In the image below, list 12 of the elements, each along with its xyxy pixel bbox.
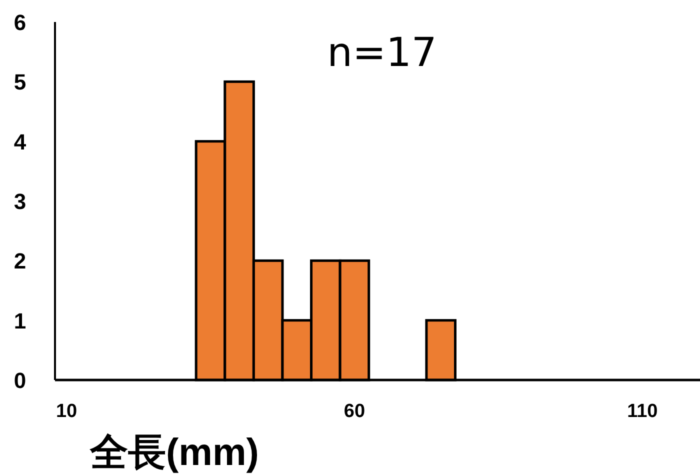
y-tick-label: 6 <box>14 10 26 35</box>
y-tick-label: 5 <box>14 70 26 95</box>
annotation: n=17 <box>327 30 437 76</box>
y-tick-label: 2 <box>14 248 26 274</box>
y-tick-label: 4 <box>14 129 27 154</box>
x-axis-title: 全長(mm) <box>89 432 259 474</box>
y-tick-label: 0 <box>14 368 26 393</box>
x-tick-label: 10 <box>56 401 78 422</box>
x-tick-label: 60 <box>344 401 366 422</box>
y-tick-label: 1 <box>14 308 26 334</box>
y-tick-label: 3 <box>14 189 26 214</box>
x-tick-label: 110 <box>627 401 658 422</box>
